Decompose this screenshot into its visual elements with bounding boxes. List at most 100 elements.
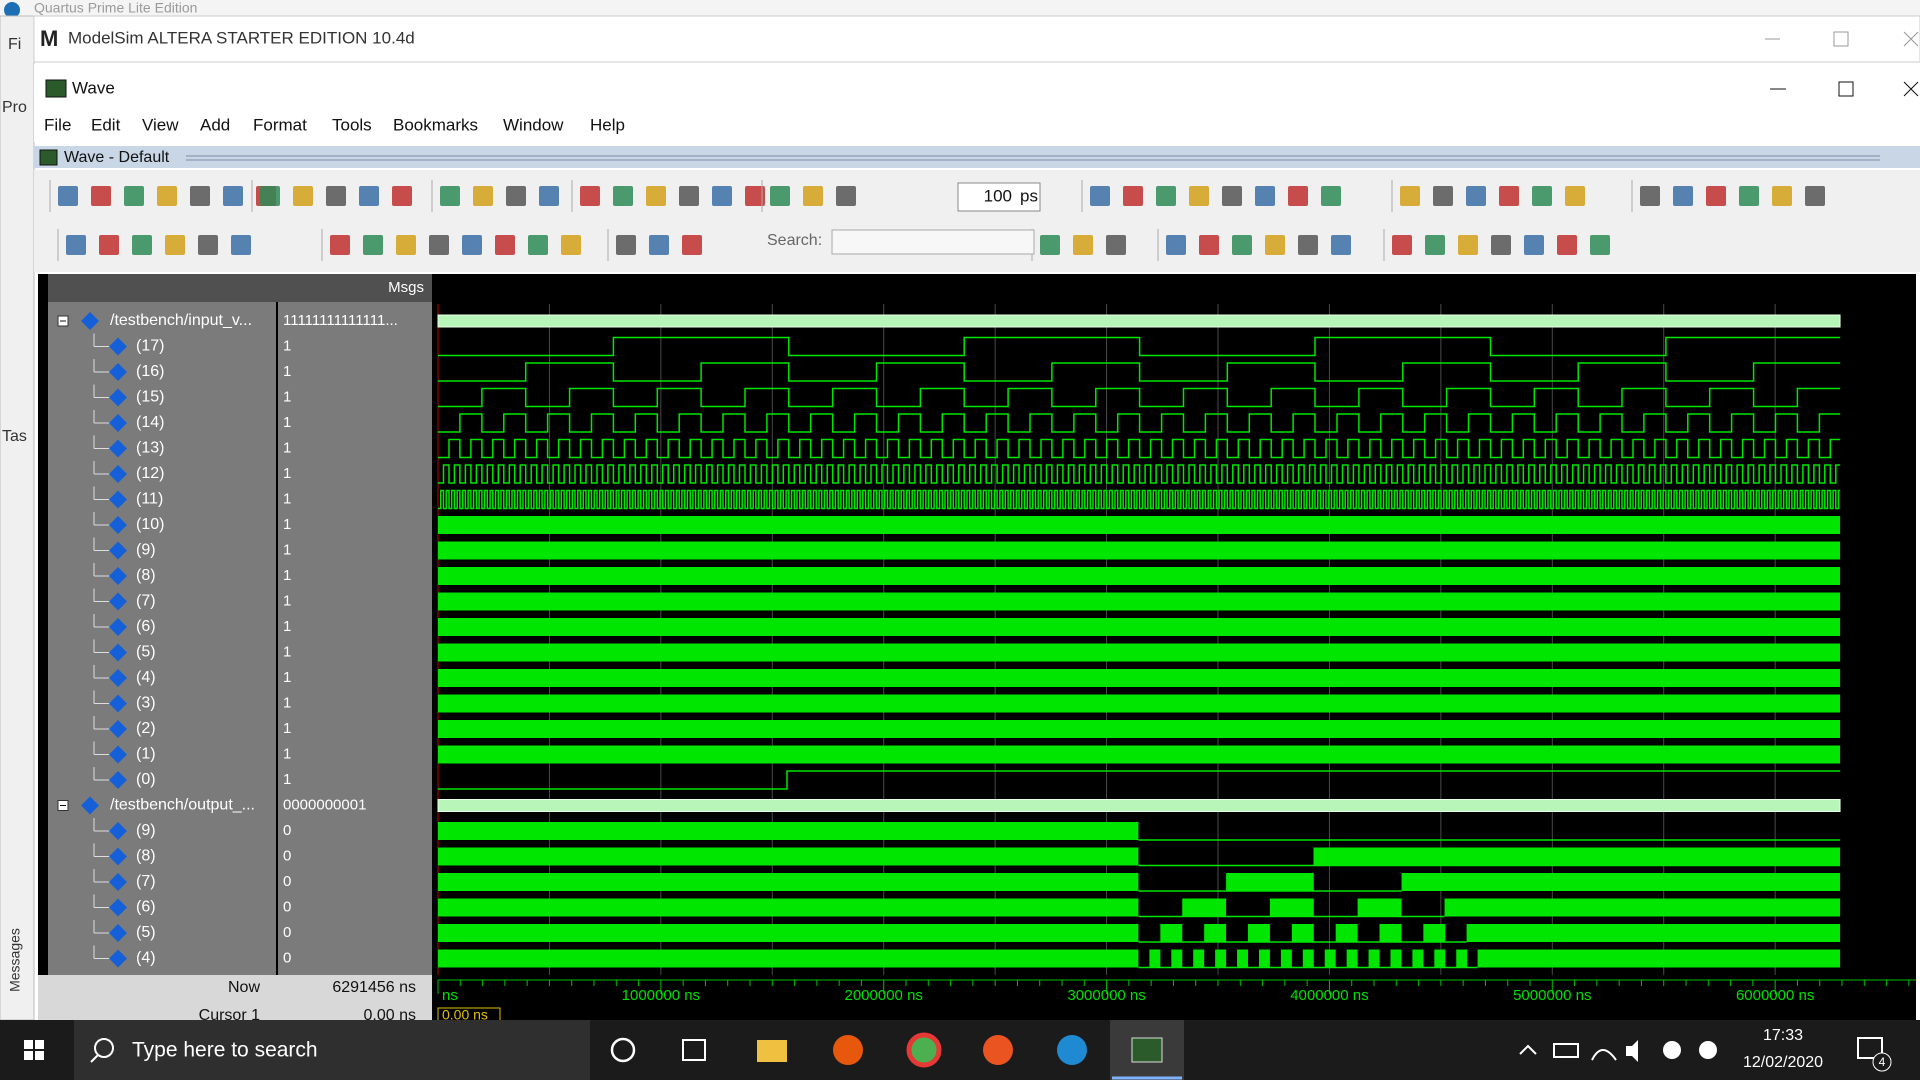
toolbar-button[interactable] xyxy=(231,235,251,255)
toolbar-button[interactable] xyxy=(1491,235,1511,255)
chrome-icon[interactable] xyxy=(906,1032,942,1068)
toolbar-button[interactable] xyxy=(1392,235,1412,255)
signal-name[interactable]: (3) xyxy=(136,695,156,712)
toolbar-button[interactable] xyxy=(1425,235,1445,255)
toolbar-button[interactable] xyxy=(190,186,210,206)
menu-item[interactable]: File xyxy=(44,115,71,134)
toolbar-button[interactable] xyxy=(1123,186,1143,206)
signal-name[interactable]: (11) xyxy=(136,491,163,508)
toolbar-button[interactable] xyxy=(260,186,280,206)
toolbar-button[interactable] xyxy=(803,186,823,206)
toolbar-button[interactable] xyxy=(396,235,416,255)
toolbar-button[interactable] xyxy=(99,235,119,255)
toolbar-button[interactable] xyxy=(58,186,78,206)
signal-name[interactable]: (12) xyxy=(136,465,164,482)
toolbar-button[interactable] xyxy=(1265,235,1285,255)
search-bar[interactable] xyxy=(74,1020,590,1080)
messages-tab[interactable]: Messages xyxy=(7,928,23,992)
signal-name[interactable]: (2) xyxy=(136,720,156,737)
menu-item[interactable]: Tools xyxy=(332,115,372,134)
toolbar-button[interactable] xyxy=(646,186,666,206)
toolbar-button[interactable] xyxy=(1106,235,1126,255)
toolbar-button[interactable] xyxy=(616,235,636,255)
toolbar-button[interactable] xyxy=(770,186,790,206)
explorer-icon[interactable] xyxy=(757,1040,787,1062)
start-button[interactable] xyxy=(24,1040,44,1060)
menu-item[interactable]: Edit xyxy=(91,115,121,134)
toolbar-button[interactable] xyxy=(363,235,383,255)
toolbar-button[interactable] xyxy=(1189,186,1209,206)
signal-name[interactable]: (1) xyxy=(136,746,156,763)
toolbar-button[interactable] xyxy=(1706,186,1726,206)
battery[interactable] xyxy=(1553,1043,1579,1058)
toolbar-button[interactable] xyxy=(1321,186,1341,206)
toolbar-button[interactable] xyxy=(1499,186,1519,206)
menu-item[interactable]: Help xyxy=(590,115,625,134)
signal-name[interactable]: (5) xyxy=(136,644,156,661)
toolbar-button[interactable] xyxy=(506,186,526,206)
tray-chevron[interactable] xyxy=(1519,1044,1537,1055)
quartus-task-icon[interactable] xyxy=(1057,1035,1087,1065)
signal-name[interactable]: (4) xyxy=(136,950,156,967)
signal-name[interactable]: (6) xyxy=(136,899,156,916)
menu-item[interactable]: Add xyxy=(200,115,230,134)
toolbar-button[interactable] xyxy=(462,235,482,255)
toolbar-button[interactable] xyxy=(1040,235,1060,255)
toolbar-button[interactable] xyxy=(66,235,86,255)
volume[interactable] xyxy=(1626,1040,1638,1062)
toolbar-button[interactable] xyxy=(429,235,449,255)
toolbar-button[interactable] xyxy=(1739,186,1759,206)
toolbar-button[interactable] xyxy=(1524,235,1544,255)
signal-name[interactable]: (6) xyxy=(136,618,156,635)
maximize[interactable] xyxy=(1838,81,1854,97)
toolbar-button[interactable] xyxy=(836,186,856,206)
toolbar-button[interactable] xyxy=(91,186,111,206)
toolbar-button[interactable] xyxy=(1232,235,1252,255)
close[interactable] xyxy=(1903,81,1919,97)
toolbar-button[interactable] xyxy=(1565,186,1585,206)
cortana[interactable] xyxy=(610,1037,636,1063)
close[interactable] xyxy=(1903,31,1919,47)
toolbar-button[interactable] xyxy=(539,186,559,206)
toolbar-button[interactable] xyxy=(1222,186,1242,206)
signal-name[interactable]: (7) xyxy=(136,873,156,890)
menu-item[interactable]: Bookmarks xyxy=(393,115,478,134)
signal-name[interactable]: (4) xyxy=(136,669,156,686)
notifications[interactable] xyxy=(1857,1037,1883,1059)
toolbar-button[interactable] xyxy=(528,235,548,255)
signal-name[interactable]: (8) xyxy=(136,848,156,865)
toolbar-button[interactable] xyxy=(293,186,313,206)
toolbar-button[interactable] xyxy=(495,235,515,255)
toolbar-button[interactable] xyxy=(1166,235,1186,255)
toolbar-button[interactable] xyxy=(330,235,350,255)
toolbar-button[interactable] xyxy=(561,235,581,255)
zoom-box[interactable] xyxy=(957,182,1041,212)
toolbar-button[interactable] xyxy=(223,186,243,206)
toolbar-button[interactable] xyxy=(359,186,379,206)
toolbar-button[interactable] xyxy=(1590,235,1610,255)
toolbar-button[interactable] xyxy=(1772,186,1792,206)
toolbar-button[interactable] xyxy=(1331,235,1351,255)
menu-item[interactable]: Format xyxy=(253,115,307,134)
toolbar-button[interactable] xyxy=(1458,235,1478,255)
toolbar-button[interactable] xyxy=(473,186,493,206)
toolbar-button[interactable] xyxy=(1073,235,1093,255)
toolbar-button[interactable] xyxy=(157,186,177,206)
toolbar-button[interactable] xyxy=(1255,186,1275,206)
maximize[interactable] xyxy=(1833,31,1849,47)
toolbar-button[interactable] xyxy=(1557,235,1577,255)
toolbar-button[interactable] xyxy=(1466,186,1486,206)
toolbar-button[interactable] xyxy=(165,235,185,255)
signal-name[interactable]: (9) xyxy=(136,542,156,559)
toolbar-button[interactable] xyxy=(392,186,412,206)
toolbar-button[interactable] xyxy=(649,235,669,255)
toolbar-button[interactable] xyxy=(1805,186,1825,206)
toolbar-button[interactable] xyxy=(1640,186,1660,206)
signal-name[interactable]: (9) xyxy=(136,822,156,839)
wifi[interactable] xyxy=(1591,1049,1617,1061)
toolbar-button[interactable] xyxy=(1199,235,1219,255)
toolbar-button[interactable] xyxy=(440,186,460,206)
toolbar-button[interactable] xyxy=(326,186,346,206)
app-icon-2[interactable] xyxy=(833,1035,863,1065)
toolbar-button[interactable] xyxy=(198,235,218,255)
